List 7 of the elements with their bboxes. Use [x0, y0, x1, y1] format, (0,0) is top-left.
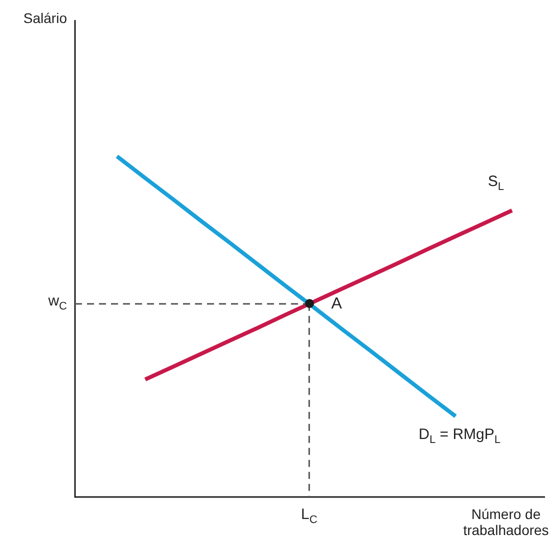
text: Salário: [23, 10, 67, 26]
text: L$_{C}$: [301, 506, 318, 528]
ref-line-label: w$_{C}$: [48, 292, 67, 314]
annotation: A: [331, 295, 342, 312]
x-axis-title: Número de trabalhadores: [462, 506, 550, 538]
series-label: D$_{L}$ = RMgP$_{L}$: [418, 426, 500, 448]
series-label: S$_{L}$: [488, 173, 504, 196]
